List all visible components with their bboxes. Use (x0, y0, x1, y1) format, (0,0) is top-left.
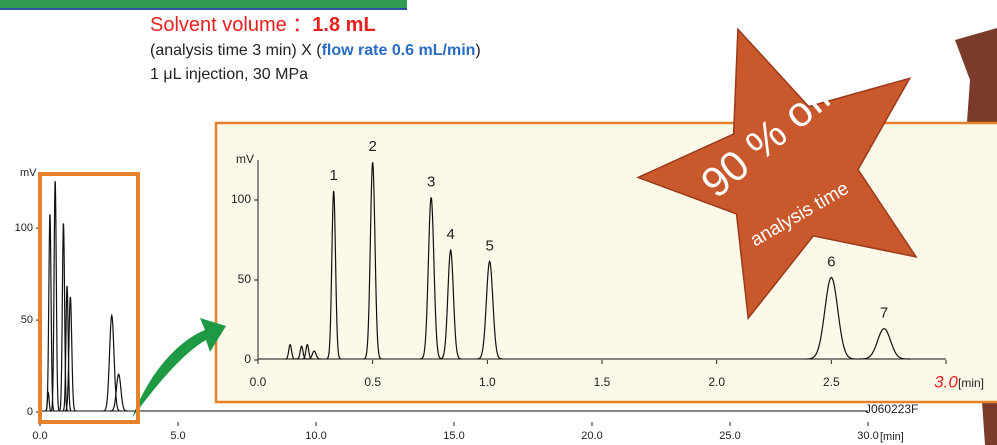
peak (45, 393, 52, 411)
x-axis-label: [min] (880, 431, 904, 443)
y-axis-label: mV (20, 167, 37, 179)
peak-label: 4 (446, 226, 454, 243)
peak-label: 5 (485, 237, 493, 254)
y-tick-label: 50 (21, 314, 33, 326)
peak-label: 1 (330, 167, 338, 184)
x-tick-label: 20.0 (581, 430, 602, 442)
y-axis-label: mV (236, 152, 254, 166)
top-bar-edge (0, 8, 407, 10)
header-line-1: Solvent volume ：1.8 mL (150, 14, 376, 36)
top-bar (0, 0, 407, 9)
peak (110, 374, 128, 411)
peak-label: 3 (427, 173, 435, 190)
x-tick-label: 0.5 (364, 375, 381, 389)
flow-rate: flow rate 0.6 mL/min (322, 42, 476, 59)
peak-label: 7 (880, 305, 888, 322)
solvent-value: 1.8 mL (312, 14, 375, 36)
inset-panel (216, 123, 997, 402)
formula-b: ) (475, 42, 480, 59)
x-tick-label: 15.0 (443, 430, 464, 442)
x-tick-label: 2.5 (823, 375, 840, 389)
y-tick-label: 0 (27, 406, 33, 418)
figure: Solvent volume ：1.8 mL (analysis time 3 … (0, 0, 997, 445)
x-tick-label: 0.0 (250, 375, 267, 389)
zoom-arrow (132, 318, 226, 418)
peak-label: 6 (827, 253, 835, 270)
y-tick-label: 100 (15, 222, 33, 234)
x-tick-label: 1.5 (594, 375, 611, 389)
header-line-3: 1 μL injection, 30 MPa (150, 66, 308, 83)
sample-code: J060223F (865, 402, 918, 416)
x-tick-label: 25.0 (719, 430, 740, 442)
x-tick-label: 5.0 (170, 430, 185, 442)
formula-a: (analysis time 3 min) X ( (150, 42, 322, 59)
y-tick-label: 0 (244, 352, 251, 366)
x-tick-label: 2.0 (708, 375, 725, 389)
x-tick-label: 10.0 (305, 430, 326, 442)
header-line-2: (analysis time 3 min) X (flow rate 0.6 m… (150, 42, 481, 59)
page: Solvent volume ：1.8 mL (analysis time 3 … (0, 0, 997, 445)
y-tick-label: 100 (231, 192, 251, 206)
x-tick-label: 1.0 (479, 375, 496, 389)
peak (103, 315, 121, 411)
x-tick-label: 30.0 (857, 430, 878, 442)
x-axis-label: [min] (958, 376, 984, 390)
solvent-label: Solvent volume ： (150, 14, 312, 36)
y-tick-label: 50 (238, 272, 252, 286)
x-tick-label: 3.0 (934, 372, 958, 391)
x-tick-label: 0.0 (32, 430, 47, 442)
peak-label: 2 (368, 138, 376, 155)
